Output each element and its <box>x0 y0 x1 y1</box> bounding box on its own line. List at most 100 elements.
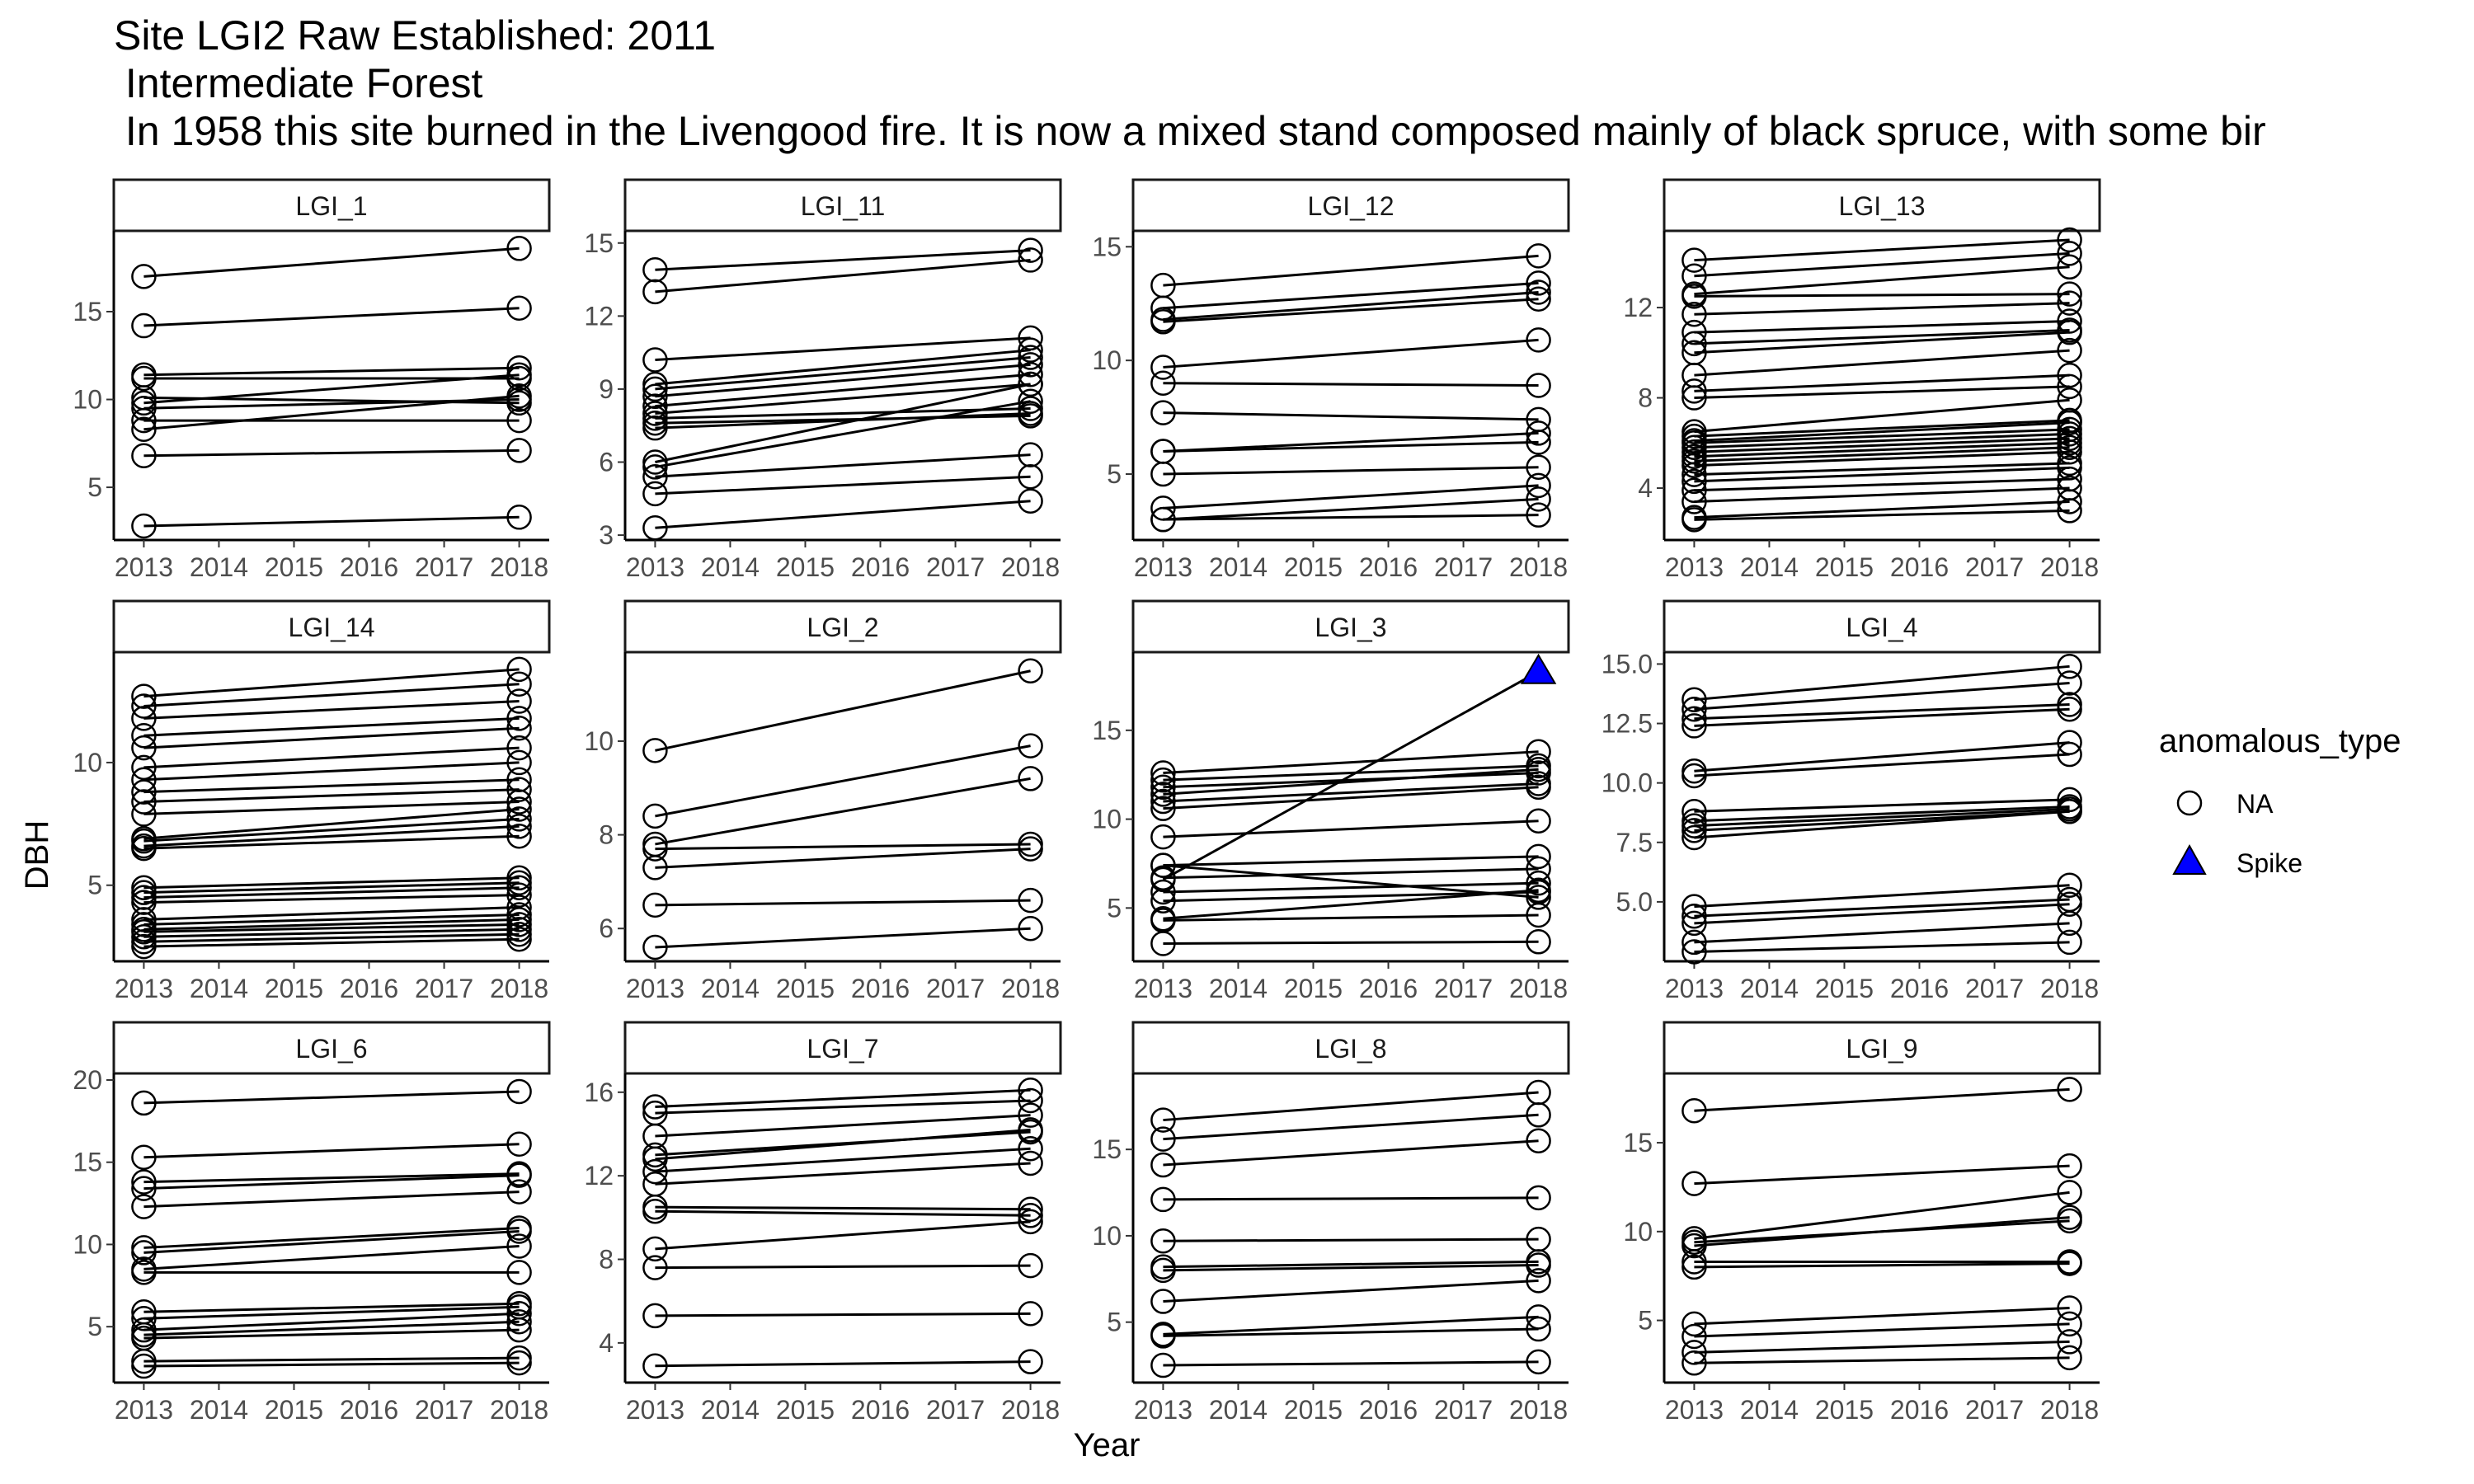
x-tick-label: 2013 <box>626 552 684 582</box>
tree-series-line <box>1694 466 2070 483</box>
tree-series-line <box>1163 497 1539 521</box>
x-tick-label: 2018 <box>490 974 548 1003</box>
data-point <box>1018 247 1043 273</box>
tree-series-line <box>1694 477 2070 492</box>
x-tick-label: 2013 <box>115 974 173 1003</box>
strip-box <box>1131 599 1570 654</box>
tree-series-line <box>655 407 1031 420</box>
data-point <box>1526 327 1551 353</box>
data-point <box>642 738 668 763</box>
data-point <box>1018 1252 1043 1279</box>
strip-box <box>623 178 1062 232</box>
x-tick-label: 2016 <box>340 552 398 582</box>
x-tick-label: 2015 <box>1284 974 1343 1003</box>
y-tick-label: 10 <box>73 1229 102 1259</box>
y-tick-label: 15 <box>584 228 614 258</box>
data-point <box>131 706 157 731</box>
data-point <box>1018 1087 1043 1114</box>
data-point <box>1681 378 1707 404</box>
x-tick-label: 2016 <box>1359 1395 1418 1425</box>
data-point <box>131 1260 157 1285</box>
x-tick-label: 2014 <box>190 1395 248 1425</box>
data-point <box>2057 241 2082 266</box>
x-tick-label: 2018 <box>1001 552 1060 582</box>
tree-series-line <box>655 777 1031 846</box>
data-point <box>1681 468 1707 495</box>
tree-series-line <box>1694 922 2070 944</box>
strip-box <box>1663 178 2101 232</box>
data-point <box>2057 929 2082 956</box>
data-point <box>506 505 532 530</box>
tree-series-line <box>143 515 520 528</box>
x-tick-label: 2014 <box>1740 1395 1799 1425</box>
tree-series-line <box>1163 1196 1539 1201</box>
panel-LGI_12: LGI_12 5 10 15 2013 2014 2015 2016 2017 2018 <box>1092 178 1570 582</box>
data-point <box>131 789 157 815</box>
data-point <box>1018 1135 1043 1162</box>
tree-series-line <box>655 356 1031 391</box>
tree-series-line <box>655 249 1031 271</box>
x-tick-label: 2016 <box>1890 552 1949 582</box>
data-point <box>1018 325 1043 351</box>
x-tick-label: 2017 <box>1965 974 2024 1003</box>
data-point <box>642 892 668 918</box>
tree-series-line <box>655 336 1031 361</box>
y-tick-label: 12 <box>584 301 614 331</box>
data-point <box>1526 843 1551 870</box>
tree-series-line <box>143 876 520 890</box>
tree-series-line <box>1163 913 1539 922</box>
x-tick-label: 2015 <box>1284 552 1343 582</box>
tree-series-line <box>1163 1113 1539 1141</box>
data-point <box>506 383 532 409</box>
data-point <box>1150 1152 1176 1178</box>
y-tick-label: 15 <box>73 1148 102 1177</box>
y-tick-label: 10 <box>73 748 102 777</box>
data-point <box>1150 1186 1176 1213</box>
data-point <box>506 1078 532 1105</box>
tree-series-line <box>655 669 1031 752</box>
tree-series-line <box>1694 1216 2070 1247</box>
data-point <box>2057 281 2082 307</box>
x-tick-label: 2018 <box>490 1395 548 1425</box>
data-point <box>1526 1349 1551 1375</box>
tree-series-line <box>1163 466 1539 476</box>
tree-series-line <box>1694 450 2070 467</box>
data-point <box>2057 696 2082 722</box>
panel-LGI_9: LGI_9 5 10 15 2013 2014 2015 2016 2017 2018 <box>1623 1021 2101 1425</box>
strip-box <box>1663 599 2101 654</box>
data-point <box>1150 461 1176 487</box>
tree-series-line <box>1694 441 2070 458</box>
y-tick-label: 15 <box>1092 716 1122 745</box>
data-point <box>2057 498 2082 524</box>
tree-series-line <box>1694 682 2070 711</box>
tree-series-line <box>143 788 520 804</box>
data-point <box>1681 331 1707 357</box>
tree-series-line <box>1163 1327 1539 1337</box>
x-tick-label: 2015 <box>265 1395 323 1425</box>
data-point <box>642 463 668 490</box>
tree-series-line <box>1694 509 2070 521</box>
data-point <box>506 806 532 832</box>
x-tick-label: 2013 <box>1134 1395 1192 1425</box>
data-point <box>506 814 532 839</box>
y-tick-label: 8 <box>1638 383 1653 413</box>
tree-series-line <box>1163 764 1539 782</box>
data-point <box>1681 284 1707 309</box>
data-point <box>131 395 157 421</box>
data-point <box>2057 227 2082 253</box>
data-point <box>1526 870 1551 896</box>
data-point <box>131 835 157 862</box>
data-point <box>1150 1352 1176 1378</box>
tree-series-line <box>1694 1087 2070 1112</box>
panel-LGI_1: LGI_1 5 10 15 2013 2014 2015 2016 2017 2018 <box>73 178 551 582</box>
x-tick-label: 2016 <box>1359 974 1418 1003</box>
tree-series-line <box>143 918 520 931</box>
data-point <box>1681 453 1707 478</box>
data-point <box>1526 286 1551 312</box>
data-point <box>1150 1228 1176 1254</box>
data-point <box>1681 1254 1707 1280</box>
tree-series-line <box>655 1088 1031 1109</box>
x-tick-label: 2015 <box>1815 1395 1874 1425</box>
strip-label: LGI_11 <box>801 191 886 221</box>
